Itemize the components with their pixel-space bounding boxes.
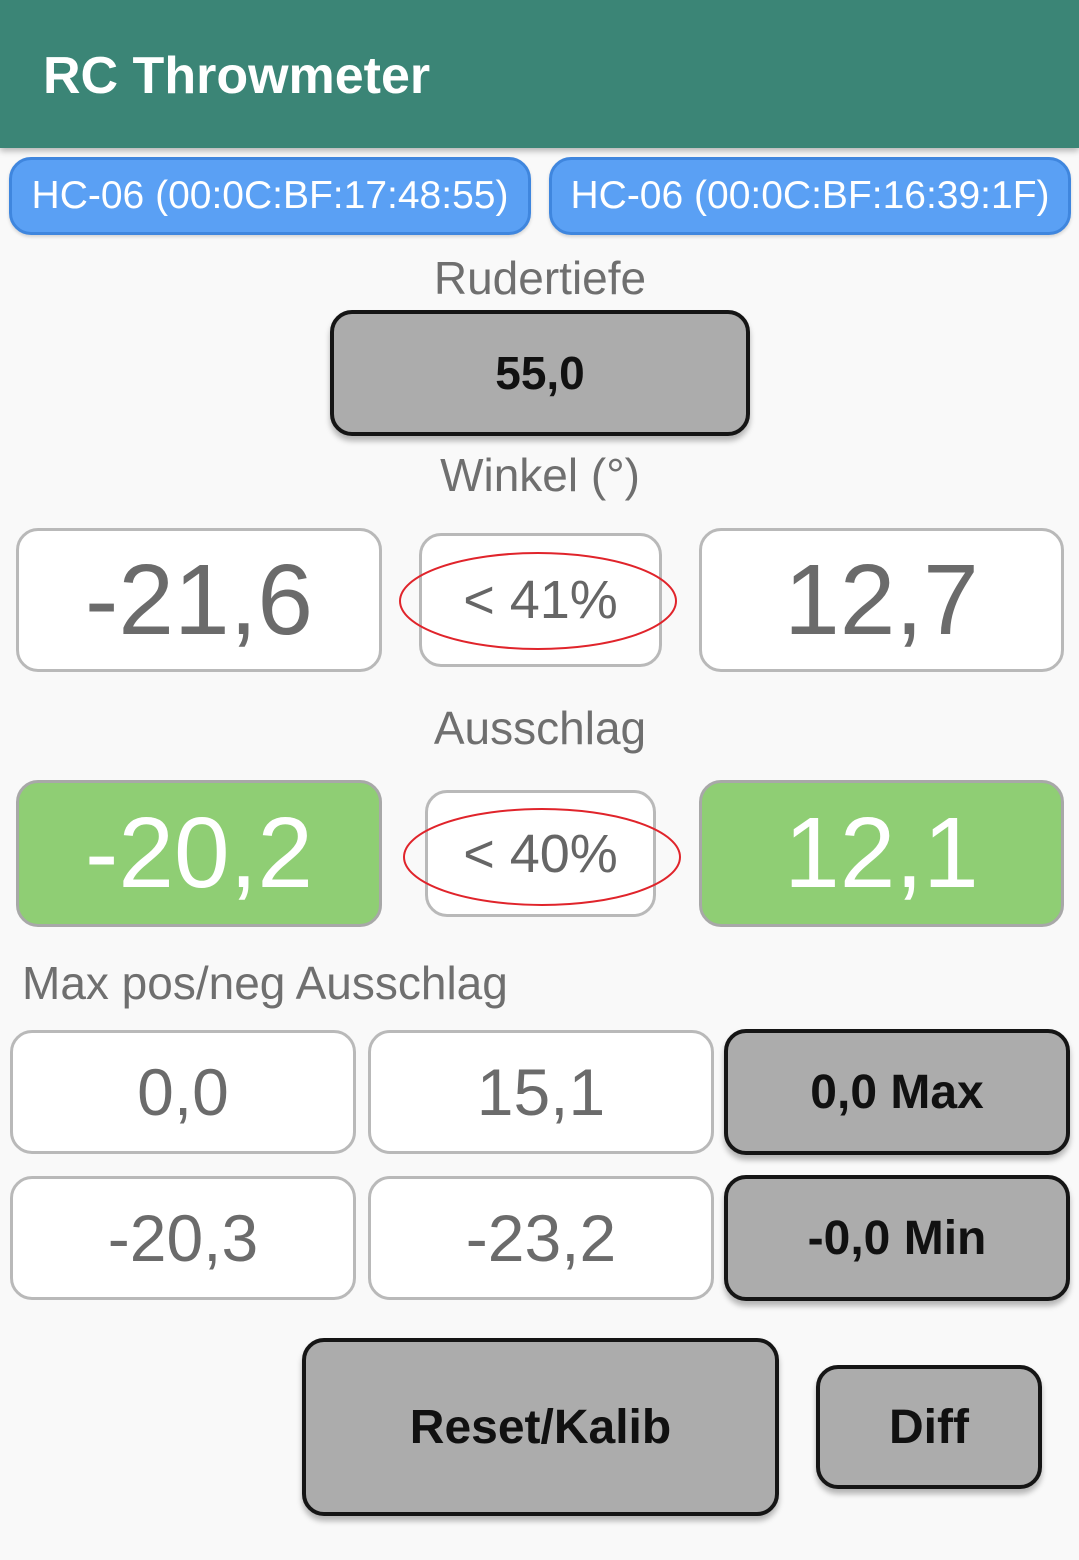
min-button[interactable]: -0,0 Min [724, 1175, 1070, 1301]
diff-button[interactable]: Diff [816, 1365, 1042, 1489]
ausschlag-ratio: < 40% [425, 790, 656, 917]
winkel-ratio: < 41% [419, 533, 662, 667]
winkel-left-value: -21,6 [16, 528, 382, 672]
app-title: RC Throwmeter [43, 47, 431, 105]
max-neg-value-1: -20,3 [10, 1176, 356, 1300]
winkel-label: Winkel (°) [440, 449, 640, 501]
max-section-label: Max pos/neg Ausschlag [22, 957, 508, 1009]
device-button-1[interactable]: HC-06 (00:0C:BF:17:48:55) [9, 157, 531, 235]
max-pos-value-2: 15,1 [368, 1030, 714, 1154]
ausschlag-left-value: -20,2 [16, 780, 382, 927]
ausschlag-right-value: 12,1 [699, 780, 1064, 927]
device-button-2[interactable]: HC-06 (00:0C:BF:16:39:1F) [549, 157, 1071, 235]
winkel-right-value: 12,7 [699, 528, 1064, 672]
app-bar: RC Throwmeter [0, 0, 1079, 148]
rudertiefe-button[interactable]: 55,0 [330, 310, 750, 436]
ausschlag-label: Ausschlag [433, 702, 647, 754]
max-button[interactable]: 0,0 Max [724, 1029, 1070, 1155]
max-pos-value-1: 0,0 [10, 1030, 356, 1154]
max-neg-value-2: -23,2 [368, 1176, 714, 1300]
reset-kalib-button[interactable]: Reset/Kalib [302, 1338, 779, 1516]
rudertiefe-label: Rudertiefe [433, 252, 647, 304]
